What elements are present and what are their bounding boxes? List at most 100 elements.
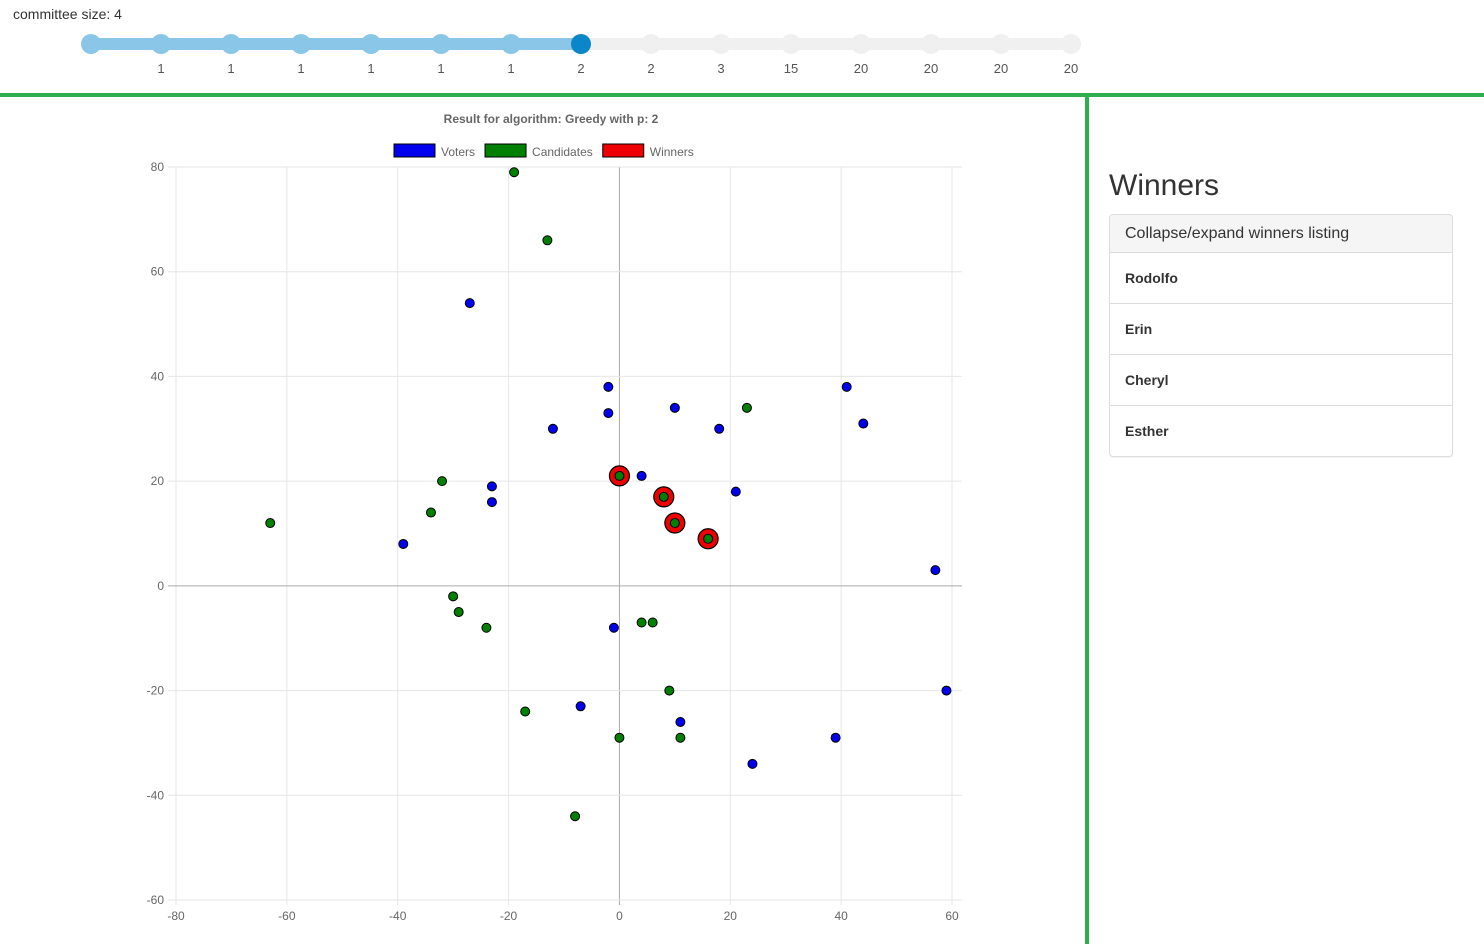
voter-point	[930, 565, 941, 576]
y-tick-label: -20	[147, 684, 165, 698]
candidate-point	[542, 235, 553, 246]
x-tick-label: 60	[945, 909, 959, 923]
voter-point	[747, 758, 758, 769]
y-tick-label: 40	[151, 369, 165, 383]
voter-point	[486, 481, 497, 492]
candidate-point	[437, 476, 448, 487]
candidate-point	[614, 732, 625, 743]
winners-collapse-toggle[interactable]: Collapse/expand winners listing	[1110, 215, 1452, 253]
y-tick-label: 0	[157, 579, 164, 593]
slider-active-track[interactable]	[91, 38, 581, 50]
winner-item: Cheryl	[1110, 355, 1452, 406]
voter-point	[575, 701, 586, 712]
voter-point	[603, 381, 614, 392]
slider-step-dot[interactable]	[361, 34, 381, 54]
slider-step-dot[interactable]	[501, 34, 521, 54]
candidate-point	[647, 617, 658, 628]
vertical-divider	[1085, 97, 1089, 944]
slider-tick-label: 1	[157, 61, 165, 76]
slider-step-dot[interactable]	[221, 34, 241, 54]
legend-label: Candidates	[532, 145, 593, 159]
candidate-point	[570, 811, 581, 822]
x-tick-label: -60	[278, 909, 296, 923]
candidate-point	[453, 607, 464, 618]
legend-label: Winners	[650, 145, 694, 159]
legend-swatch	[393, 143, 436, 158]
voter-point	[858, 418, 869, 429]
candidate-point	[636, 617, 647, 628]
slider-handle[interactable]	[571, 34, 591, 54]
voter-point	[830, 732, 841, 743]
slider-tick-label: 20	[993, 61, 1009, 76]
slider-step-dot[interactable]	[641, 34, 661, 54]
slider-tick-label: 1	[297, 61, 305, 76]
x-tick-label: -20	[500, 909, 518, 923]
x-tick-label: -40	[389, 909, 407, 923]
candidate-point	[448, 591, 459, 602]
y-tick-label: 60	[151, 265, 165, 279]
x-tick-label: 20	[724, 909, 738, 923]
legend-swatch	[484, 143, 527, 158]
voter-point	[608, 622, 619, 633]
x-tick-label: -80	[167, 909, 185, 923]
committee-size-label: committee size: 4	[13, 6, 122, 22]
voter-point	[675, 716, 686, 727]
slider-step-dot[interactable]	[711, 34, 731, 54]
slider-tick-label: 1	[367, 61, 375, 76]
y-tick-label: -60	[147, 893, 165, 907]
voter-point	[714, 423, 725, 434]
chart-title: Result for algorithm: Greedy with p: 2	[444, 112, 659, 126]
slider-step-dot[interactable]	[81, 34, 101, 54]
voter-point	[636, 470, 647, 481]
slider-step-dot[interactable]	[851, 34, 871, 54]
y-tick-label: 80	[151, 160, 165, 174]
voter-point	[603, 408, 614, 419]
candidate-point	[658, 491, 669, 502]
slider-tick-label: 20	[853, 61, 869, 76]
voter-point	[547, 423, 558, 434]
voter-point	[730, 486, 741, 497]
voter-point	[486, 497, 497, 508]
winners-panel: Winners Collapse/expand winners listing …	[1109, 160, 1453, 457]
slider-inactive-track[interactable]	[581, 38, 1071, 50]
voter-point	[941, 685, 952, 696]
x-tick-label: 0	[616, 909, 623, 923]
slider-tick-label: 2	[647, 61, 655, 76]
voter-point	[841, 381, 852, 392]
voter-point	[669, 402, 680, 413]
slider-step-dot[interactable]	[151, 34, 171, 54]
committee-size-control: committee size: 4 1 1 1 1 1 1 2 2 3 15 20 20 20 20	[0, 0, 1484, 93]
x-tick-label: 40	[834, 909, 848, 923]
legend-swatch	[602, 143, 645, 158]
candidate-point	[614, 470, 625, 481]
winner-item: Erin	[1110, 304, 1452, 355]
slider-tick-label: 3	[717, 61, 725, 76]
committee-size-slider[interactable]: 1 1 1 1 1 1 2 2 3 15 20 20 20 20	[0, 0, 1100, 90]
voter-point	[398, 538, 409, 549]
candidate-point	[425, 507, 436, 518]
candidate-point	[265, 518, 276, 529]
slider-tick-label: 2	[577, 61, 585, 76]
candidate-point	[675, 732, 686, 743]
candidate-point	[669, 518, 680, 529]
slider-tick-label: 20	[923, 61, 939, 76]
slider-step-dot[interactable]	[1061, 34, 1081, 54]
candidate-point	[481, 622, 492, 633]
y-tick-label: 20	[151, 474, 165, 488]
slider-step-dot[interactable]	[291, 34, 311, 54]
candidate-point	[509, 167, 520, 178]
winners-listing: Collapse/expand winners listing Rodolfo …	[1109, 214, 1453, 457]
candidate-point	[741, 402, 752, 413]
voter-point	[464, 298, 475, 309]
winner-item: Esther	[1125, 423, 1169, 439]
scatter-chart: -80 -60 -40 -20 0 20 40 60-60-40-20020406080Res…	[147, 112, 962, 923]
slider-step-dot[interactable]	[921, 34, 941, 54]
slider-tick-label: 1	[507, 61, 515, 76]
winner-item: Rodolfo	[1110, 253, 1452, 304]
slider-tick-label: 20	[1063, 61, 1079, 76]
slider-step-dot[interactable]	[431, 34, 451, 54]
winners-title: Winners	[1109, 169, 1220, 202]
slider-step-dot[interactable]	[991, 34, 1011, 54]
slider-step-dot[interactable]	[781, 34, 801, 54]
legend-label: Voters	[441, 145, 475, 159]
